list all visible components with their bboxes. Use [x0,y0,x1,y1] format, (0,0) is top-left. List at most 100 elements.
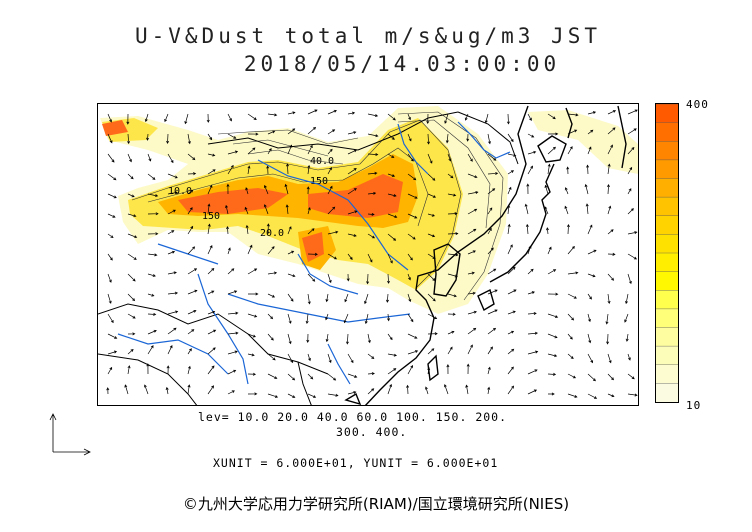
wind-vector [207,268,215,275]
wind-vector [367,171,378,175]
wind-vector [487,153,497,161]
wind-vector [507,186,512,195]
wind-vector [527,245,532,255]
wind-vector [526,183,530,195]
wind-vector [127,193,135,198]
wind-vector [566,223,570,235]
wind-vector [146,363,150,375]
contour-label: 40.0 [310,156,334,167]
wind-vector [147,253,158,257]
wind-vector [146,133,150,141]
wind-vector [165,386,169,395]
wind-vector [347,188,357,195]
wind-vector [327,185,333,195]
wind-vector [147,312,157,316]
wind-vector [307,252,318,256]
wind-vector [227,164,234,175]
contour-label: 150 [202,211,220,222]
wind-vector [507,366,514,375]
wind-vector [187,225,194,235]
wind-vector [607,144,613,155]
wind-vector [267,246,275,255]
wind-vector [427,193,437,198]
wind-vector [227,390,235,395]
vector-key-arrows [49,413,91,456]
wind-vector [107,333,118,339]
wind-vector [127,273,136,282]
wind-vector [107,293,112,304]
wind-vector [284,183,289,195]
wind-vector [487,188,496,195]
contour-levels-line1: lev= 10.0 20.0 40.0 60.0 100. 150. 200. [198,410,508,424]
wind-vector [587,333,592,344]
wind-vector [307,273,316,282]
wind-vector [107,233,114,239]
wind-vector [347,353,354,364]
wind-vector [407,253,413,261]
wind-vector [127,349,134,355]
wind-vector [407,133,412,142]
wind-vector [527,113,532,121]
wind-vector [387,383,393,395]
wind-vector [527,150,537,155]
wind-vector [606,333,610,345]
wind-vector [263,184,269,195]
wind-vector [226,225,230,235]
wind-vector [527,268,534,275]
wind-vector [447,253,459,257]
wind-vector [325,313,329,321]
vector-units: XUNIT = 6.000E+01, YUNIT = 6.000E+01 [213,456,499,470]
river [327,343,351,385]
wind-vector [466,363,470,375]
wind-vector [607,252,616,256]
wind-vector [287,226,292,235]
wind-vector [167,191,178,195]
wind-vector [187,289,198,295]
river-layer [117,121,511,385]
wind-vector [507,385,515,395]
dust-core-west [178,188,288,214]
wind-vector [427,273,436,281]
vector-key-right-arrow [53,448,91,456]
wind-vector [307,373,314,380]
coastline-layer [344,105,627,405]
wind-vector [187,384,191,395]
wind-vector [367,133,379,138]
dust-core-source [102,120,128,136]
wind-vector [167,250,176,255]
wind-vector [127,313,136,319]
wind-vector [387,253,393,264]
wind-vector [347,111,356,115]
wind-vector [247,165,251,175]
india-border [98,353,198,405]
wind-vector [147,232,159,236]
wind-vector [227,133,237,139]
wind-vector [467,250,476,255]
wind-vector [547,353,558,358]
wind-vector [107,133,113,144]
wind-vector [207,329,217,335]
wind-vector [564,187,569,195]
wind-vector [327,206,336,215]
wind-vector [387,313,391,322]
wind-vector [387,193,397,197]
wind-vector [367,388,375,395]
wind-vector [467,310,478,315]
wind-vector [567,313,575,321]
wind-vector [367,372,375,376]
wind-vector [364,313,369,325]
wind-vector [627,373,635,380]
wind-vector [567,271,579,275]
wind-vector [207,133,213,141]
wind-vector [487,346,493,355]
wind-vector [263,204,269,215]
wind-vector [507,289,517,295]
wind-vector [147,153,152,162]
colorbar-swatch [656,122,678,142]
wind-vector [607,293,611,305]
colorbar-min-label: 10 [686,399,702,412]
taiwan [427,354,439,382]
wind-vector [347,149,358,155]
wind-vector [527,331,539,335]
colorbar-swatch [656,234,678,254]
